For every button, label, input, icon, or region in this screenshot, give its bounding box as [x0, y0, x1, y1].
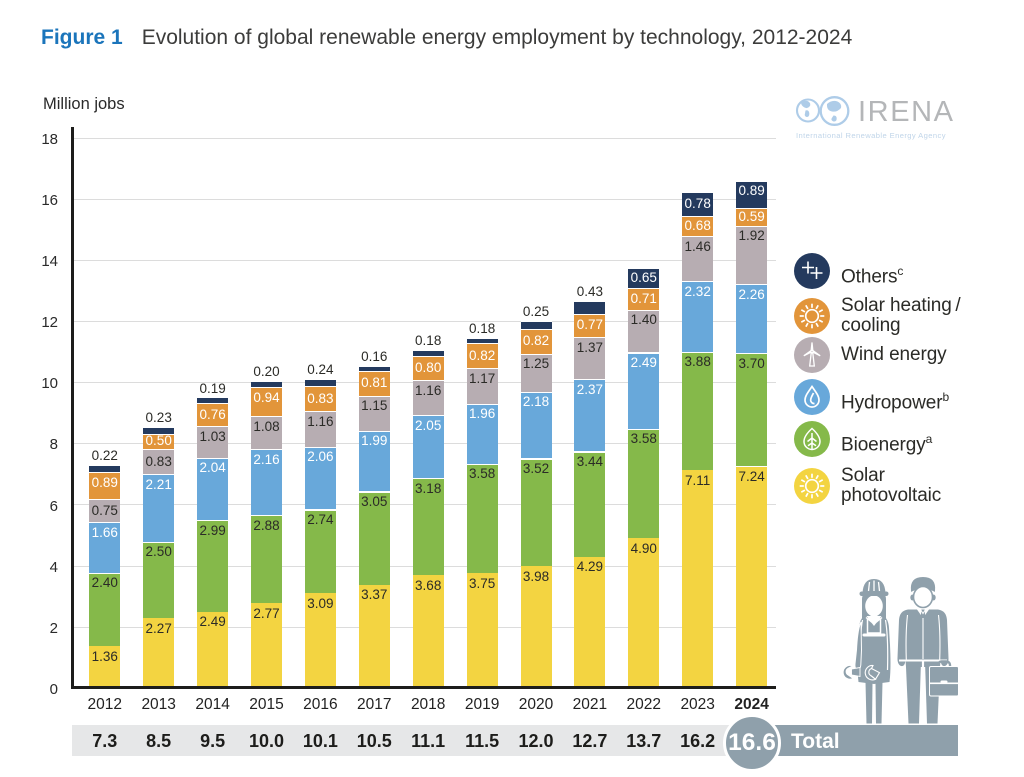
svg-text:International Renewable Energy: International Renewable Energy Agency: [796, 131, 946, 140]
svg-text:IRENA: IRENA: [858, 96, 955, 128]
